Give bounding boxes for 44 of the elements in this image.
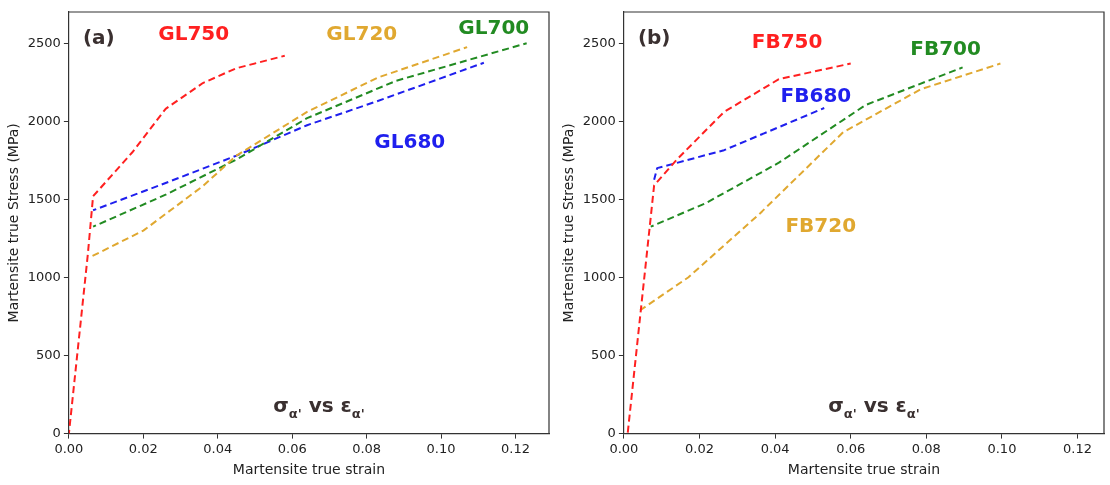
x-axis-title: Martensite true strain [787, 461, 941, 478]
series-label: GL700 [458, 15, 530, 40]
x-tick-label: 0.08 [352, 440, 382, 456]
x-tick-label: 0.00 [609, 440, 639, 456]
y-tick-label: 2000 [582, 112, 616, 128]
x-tick-label: 0.02 [685, 440, 714, 456]
line-series [89, 46, 469, 259]
x-tick-label: 0.00 [54, 440, 84, 456]
y-tick-label: 1000 [582, 268, 616, 284]
y-tick-label: 1500 [582, 190, 616, 206]
annotation: (b) [637, 25, 671, 49]
x-axis-title: Martensite true strain [232, 461, 386, 478]
y-tick-label: 1000 [27, 268, 61, 284]
y-axis-title: Martensite true Stress (MPa) [560, 123, 577, 323]
annotation: (a) [82, 25, 115, 49]
x-tick-label: 0.04 [203, 440, 233, 456]
x-tick-label: 0.08 [911, 440, 941, 456]
series-label: FB750 [751, 29, 823, 54]
y-tick-label: 500 [591, 346, 616, 362]
x-tick-label: 0.10 [426, 440, 456, 456]
y-tick-label: 2500 [582, 34, 616, 50]
y-tick-label: 500 [36, 346, 61, 362]
line-series [653, 107, 826, 181]
series-label: FB700 [910, 36, 981, 61]
series-label: FB680 [780, 82, 852, 107]
y-axis-title: Martensite true Stress (MPa) [5, 123, 22, 323]
x-tick-label: 0.12 [501, 440, 530, 456]
y-tick-label: 2000 [27, 112, 61, 128]
x-tick-label: 0.06 [836, 440, 866, 456]
series-label: GL680 [374, 128, 446, 153]
y-tick-label: 0 [607, 424, 616, 440]
x-tick-label: 0.06 [277, 440, 307, 456]
y-tick-label: 2500 [27, 34, 61, 50]
series-label: FB720 [785, 213, 857, 238]
line-series [639, 62, 1002, 312]
y-tick-label: 0 [52, 424, 61, 440]
line-series [92, 61, 485, 212]
series-label: GL720 [326, 21, 398, 46]
series-label: GL750 [158, 21, 230, 46]
y-tick-label: 1500 [27, 190, 61, 206]
x-tick-label: 0.12 [1063, 440, 1093, 456]
x-tick-label: 0.02 [128, 440, 158, 456]
x-tick-label: 0.10 [987, 440, 1017, 456]
x-tick-label: 0.04 [760, 440, 790, 456]
